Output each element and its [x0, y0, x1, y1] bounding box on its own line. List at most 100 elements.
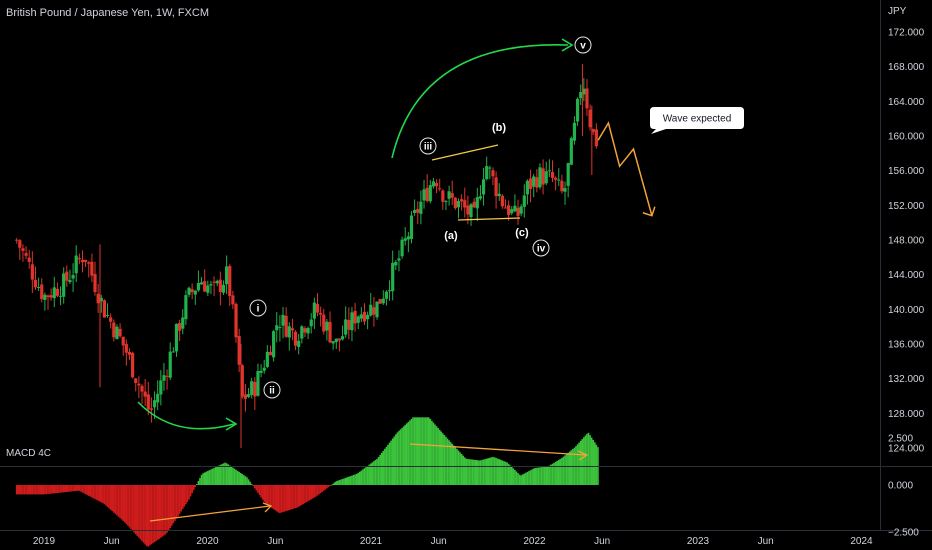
candle [240, 365, 244, 397]
macd-bar [526, 471, 529, 485]
macd-axis[interactable]: 2.500 0.000 −2.500 [888, 434, 919, 539]
candle [246, 394, 251, 397]
candle [18, 240, 22, 248]
macd-bar [393, 436, 396, 485]
macd-bar [188, 485, 190, 500]
macd-bar [304, 485, 306, 504]
macd-bar [335, 481, 338, 485]
price-axis[interactable]: 172.000 168.000 164.000 160.000 156.000 152.0… [888, 28, 925, 455]
macd-bar [584, 435, 587, 485]
macd-bar [517, 473, 519, 485]
macd-bar [197, 480, 200, 485]
macd-bar [363, 468, 366, 485]
macd-bar [73, 485, 76, 492]
macd-bar [299, 485, 302, 506]
macd-bar [550, 464, 552, 485]
candle [447, 191, 451, 199]
macd-bar [221, 464, 223, 485]
macd-bar [163, 485, 165, 536]
macd-bar [556, 460, 558, 485]
candle [535, 177, 539, 188]
macd-tick-label: −2.500 [888, 528, 919, 539]
macd-bar [175, 485, 178, 519]
candle [362, 311, 367, 322]
macd-bar [172, 485, 175, 524]
candle [425, 187, 429, 201]
candle [225, 266, 229, 285]
macd-bar [344, 477, 347, 485]
time-tick-label: 2022 [523, 536, 546, 547]
macd-bar [551, 463, 554, 485]
candle [228, 265, 232, 297]
candle [203, 281, 207, 292]
macd-bar [252, 485, 255, 487]
macd-bar [451, 443, 454, 485]
candle [588, 109, 592, 128]
macd-bar [144, 485, 146, 545]
macd-bar [133, 485, 135, 533]
macd-bar [587, 432, 590, 485]
macd-bar [293, 485, 295, 509]
macd-bar [86, 485, 88, 495]
macd-bar [131, 485, 134, 531]
macd-bar [208, 470, 211, 485]
macd-bar [467, 458, 469, 485]
candle [550, 171, 555, 178]
candle [375, 301, 379, 318]
macd-bar [589, 435, 591, 485]
macd-bar [202, 473, 204, 485]
macd-bar [391, 438, 394, 485]
macd-bar [302, 485, 305, 504]
macd-bar [388, 442, 391, 485]
macd-bar [498, 459, 501, 485]
macd-bar [465, 458, 468, 485]
macd-bar [213, 467, 215, 485]
candle [340, 336, 345, 340]
macd-bar [31, 485, 34, 495]
candle [491, 170, 495, 177]
macd-bar [445, 436, 447, 485]
macd-bar [134, 485, 137, 535]
candle [469, 204, 473, 218]
wave-label-circle [574, 36, 592, 54]
candle [453, 197, 457, 209]
macd-divergence-line-low [149, 505, 271, 522]
macd-bar [279, 485, 281, 514]
macd-bar [297, 485, 300, 507]
macd-bar [25, 485, 27, 495]
macd-bar [327, 485, 330, 488]
macd-bar [185, 485, 187, 505]
candle [413, 210, 417, 213]
macd-bar [217, 465, 220, 485]
currency-label: JPY [888, 6, 907, 17]
time-axis[interactable]: 2019 Jun 2020 Jun 2021 Jun 2022 Jun 2023 Jun 2024 [33, 536, 873, 547]
candle [331, 341, 335, 344]
price-tick-label: 136.000 [888, 340, 925, 351]
macd-bar [216, 466, 219, 485]
candle [137, 383, 141, 386]
macd-bar [514, 470, 516, 485]
candle [58, 295, 63, 297]
macd-bar [576, 444, 579, 485]
macd-bar [348, 476, 350, 485]
price-tick-label: 144.000 [888, 270, 925, 281]
candle [102, 300, 107, 318]
macd-bar [337, 480, 339, 485]
candle [541, 168, 545, 185]
corrective-label: (c) [515, 227, 529, 239]
macd-bar [109, 485, 112, 510]
macd-bar [42, 485, 45, 495]
macd-bar [358, 471, 361, 485]
macd-bar [371, 462, 374, 485]
macd-bar [581, 439, 584, 485]
macd-bar [407, 421, 410, 485]
candle [422, 189, 426, 201]
candle [557, 179, 561, 181]
candle [77, 258, 81, 260]
macd-bar [108, 485, 110, 509]
macd-bar [167, 485, 170, 531]
macd-bar [457, 450, 460, 485]
macd-bar [261, 485, 264, 500]
macd-bar [100, 485, 103, 503]
macd-bar [493, 457, 496, 485]
